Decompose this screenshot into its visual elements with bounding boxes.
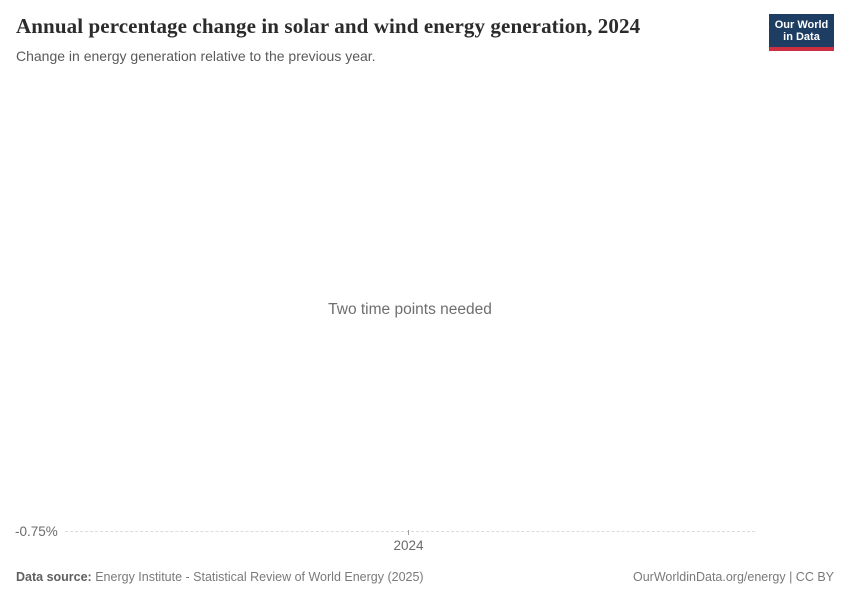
data-source-text: Energy Institute - Statistical Review of…: [91, 570, 424, 584]
chart-subtitle: Change in energy generation relative to …: [16, 48, 376, 64]
owid-logo-line1: Our World: [774, 18, 829, 31]
empty-state-message: Two time points needed: [328, 301, 492, 318]
data-source-label: Data source:: [16, 570, 92, 584]
y-axis-tick-label: -0.75%: [15, 524, 58, 539]
owid-credit-link[interactable]: OurWorldinData.org/energy | CC BY: [632, 570, 834, 584]
data-source-note: Data source: Energy Institute - Statisti…: [16, 569, 424, 585]
dashed-gridline: [65, 531, 755, 532]
owid-logo-line2: in Data: [783, 30, 820, 43]
x-axis-tick-mark: [408, 530, 409, 535]
owid-logo[interactable]: Our World in Data: [769, 14, 834, 51]
x-axis-tick-label: 2024: [393, 538, 424, 553]
page-title: Annual percentage change in solar and wi…: [16, 14, 641, 38]
